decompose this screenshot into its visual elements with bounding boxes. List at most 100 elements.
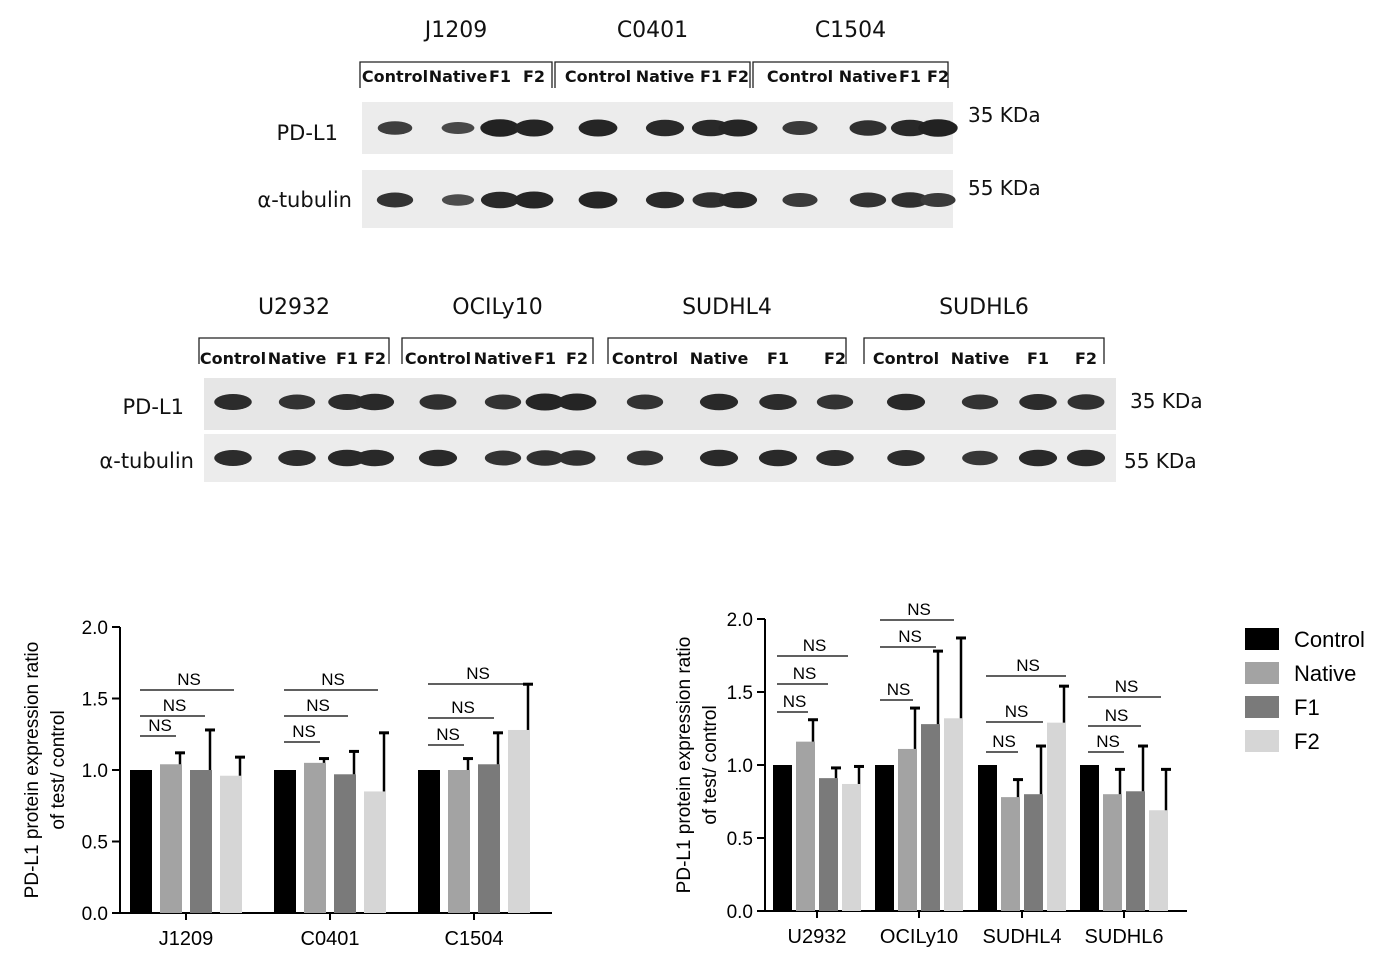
lane-label: Control xyxy=(565,67,631,86)
pdl1-band xyxy=(525,393,565,411)
significance-label: NS xyxy=(783,692,807,711)
bar-f2 xyxy=(220,775,242,913)
blot-row-label: α-tubulin xyxy=(99,449,194,473)
pdl1-band xyxy=(699,393,739,411)
pdl1-band xyxy=(328,394,366,410)
legend-label: Native xyxy=(1294,661,1356,686)
cell-line-title: SUDHL6 xyxy=(939,295,1029,320)
bar-f1 xyxy=(334,774,356,913)
tubulin-band xyxy=(699,449,739,467)
y-tick-label: 0.5 xyxy=(82,833,108,854)
bar-f1 xyxy=(1024,794,1043,911)
blot-row-label: PD-L1 xyxy=(123,395,184,419)
bar-control xyxy=(130,770,152,913)
cell-line-title: OCILy10 xyxy=(452,295,542,320)
tubulin-band xyxy=(1018,449,1058,467)
tubulin-band xyxy=(891,192,929,208)
legend-swatch-native xyxy=(1245,662,1279,684)
bar-f2 xyxy=(842,783,861,911)
significance-label: NS xyxy=(321,670,345,689)
pdl1-band xyxy=(691,119,731,137)
y-tick-label: 1.0 xyxy=(82,761,108,782)
y-tick-label: 2.0 xyxy=(82,618,108,639)
y-axis-label-line1: PD-L1 protein expression ratio xyxy=(674,637,695,894)
pdl1-band xyxy=(480,119,520,137)
bar-native xyxy=(1103,794,1122,911)
tubulin-band xyxy=(214,450,252,466)
lane-label: F1 xyxy=(1027,349,1049,368)
x-tick-label: SUDHL4 xyxy=(983,926,1062,948)
group-bracket xyxy=(607,337,847,364)
tubulin-band xyxy=(578,191,618,209)
tubulin-band xyxy=(626,450,664,466)
lane-label: F1 xyxy=(489,67,511,86)
bar-f1 xyxy=(1126,791,1145,911)
bar-f1 xyxy=(819,778,838,911)
legend-label: Control xyxy=(1294,627,1365,652)
significance-label: NS xyxy=(1105,706,1129,725)
lane-label: Native xyxy=(636,67,695,86)
bar-control xyxy=(274,770,296,913)
lane-label: F2 xyxy=(727,67,749,86)
significance-label: NS xyxy=(1016,656,1040,675)
tubulin-band xyxy=(480,191,520,209)
tubulin-band xyxy=(1066,449,1106,467)
bar-f2 xyxy=(1047,722,1066,911)
lane-label: Native xyxy=(690,349,749,368)
bar-control xyxy=(418,770,440,913)
bar-control xyxy=(875,765,894,911)
molecular-weight-label: 55 KDa xyxy=(968,176,1041,200)
group-bracket xyxy=(198,337,390,364)
x-tick-label: C1504 xyxy=(445,928,504,950)
x-tick-label: OCILy10 xyxy=(880,926,958,948)
bar-native xyxy=(448,770,470,913)
tubulin-band xyxy=(816,450,854,466)
tubulin-band xyxy=(645,191,685,209)
lane-label: Control xyxy=(612,349,678,368)
blot-row-label: α-tubulin xyxy=(257,188,352,212)
bar-f1 xyxy=(190,770,212,913)
significance-label: NS xyxy=(1096,732,1120,751)
tubulin-band xyxy=(526,450,564,466)
bar-chart-right: 0.0 0.5 1.0 1.5 2.0 PD-L1 protein expression … xyxy=(674,600,1187,948)
pdl1-band xyxy=(1067,394,1105,410)
legend-label: F1 xyxy=(1294,695,1320,720)
significance-label: NS xyxy=(292,722,316,741)
molecular-weight-label: 35 KDa xyxy=(1130,389,1203,413)
pdl1-band xyxy=(377,121,413,135)
group-bracket xyxy=(554,61,751,88)
significance-label: NS xyxy=(306,696,330,715)
y-tick-label: 0.5 xyxy=(727,829,753,850)
lane-label: F1 xyxy=(700,67,722,86)
lane-label: Control xyxy=(873,349,939,368)
pdl1-band xyxy=(886,393,926,411)
significance-label: NS xyxy=(907,600,931,619)
bar-native xyxy=(796,741,815,911)
tubulin-band xyxy=(278,450,316,466)
lane-label: Control xyxy=(200,349,266,368)
y-tick-label: 0.0 xyxy=(82,904,108,925)
lane-label: Native xyxy=(429,67,488,86)
bar-f2 xyxy=(944,718,963,911)
significance-label: NS xyxy=(803,636,827,655)
significance-label: NS xyxy=(177,670,201,689)
tubulin-band xyxy=(718,191,758,209)
legend-swatch-f1 xyxy=(1245,696,1279,718)
tubulin-band xyxy=(514,191,554,209)
legend-swatch-f2 xyxy=(1245,730,1279,752)
bar-native xyxy=(1001,797,1020,911)
pdl1-band xyxy=(849,120,887,136)
pdl1-band xyxy=(782,121,818,135)
lane-label: F1 xyxy=(899,67,921,86)
x-tick-label: SUDHL6 xyxy=(1085,926,1164,948)
tubulin-band xyxy=(920,193,956,207)
significance-label: NS xyxy=(887,680,911,699)
bar-f2 xyxy=(508,729,530,913)
bar-chart-left: 0.0 0.5 1.0 1.5 2.0 PD-L1 protein expression … xyxy=(22,618,552,950)
significance-label: NS xyxy=(992,732,1016,751)
molecular-weight-label: 55 KDa xyxy=(1124,449,1197,473)
y-axis-label-line2: of test/ control xyxy=(48,710,69,829)
bar-control xyxy=(773,765,792,911)
